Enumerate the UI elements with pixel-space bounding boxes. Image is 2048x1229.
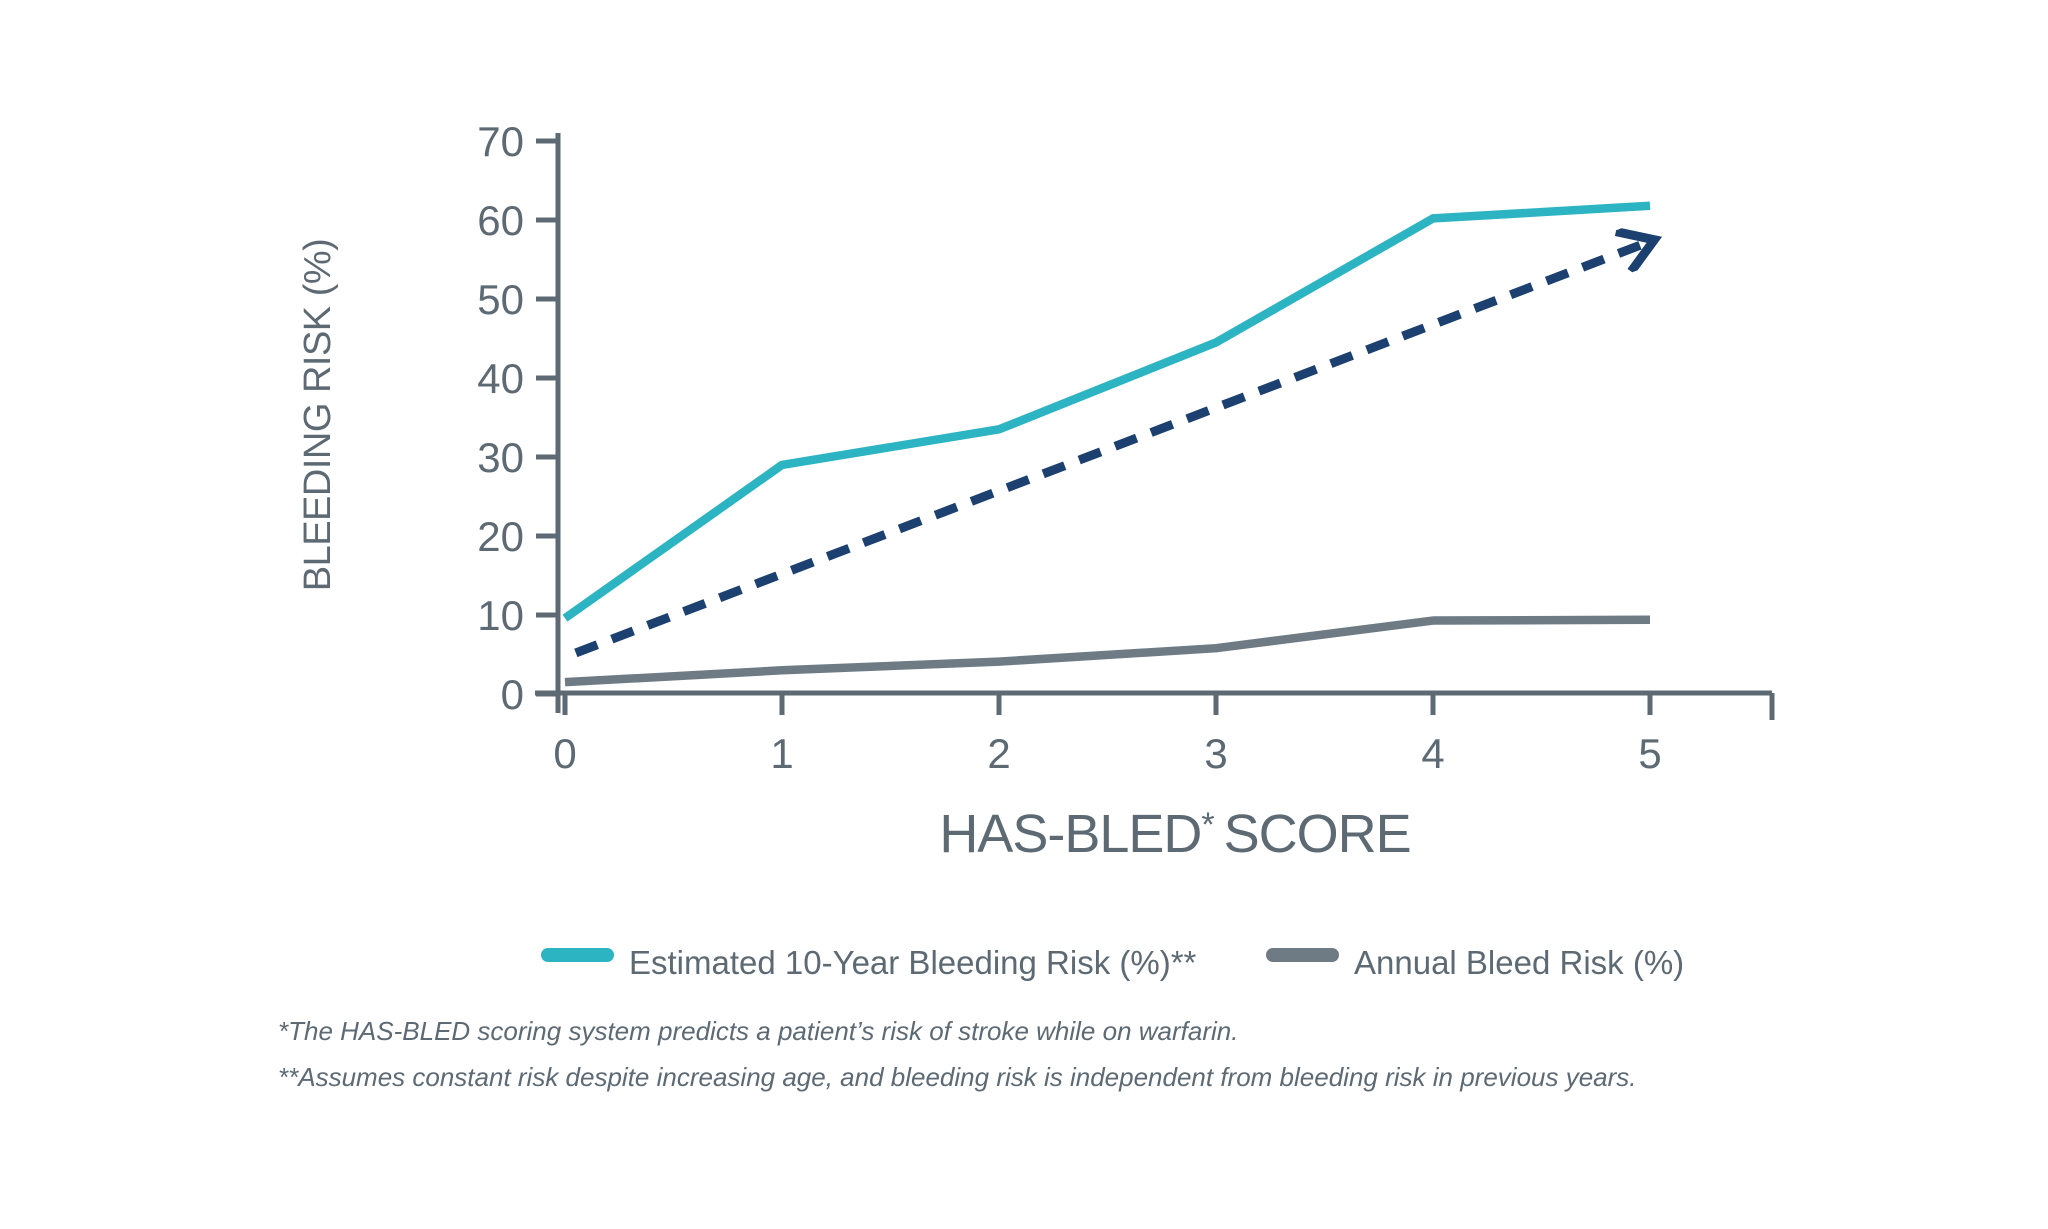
x-tick-label: 4 xyxy=(1421,730,1444,777)
series-lines xyxy=(562,201,1651,687)
y-axis-ticks: 0 10 20 30 40 50 60 70 xyxy=(477,118,558,718)
y-tick-label: 30 xyxy=(477,434,524,481)
trend-arrow xyxy=(574,240,1654,658)
y-tick-label: 50 xyxy=(477,276,524,323)
x-tick-label: 1 xyxy=(770,730,793,777)
legend-label-10yr: Estimated 10-Year Bleeding Risk (%)** xyxy=(629,944,1197,981)
series-line-annual-bleed-risk xyxy=(564,615,1651,687)
x-axis-ticks: 0 1 2 3 4 5 xyxy=(553,693,1662,777)
y-tick-label: 60 xyxy=(477,197,524,244)
legend-swatch-10yr xyxy=(541,948,614,962)
x-tick-label: 3 xyxy=(1204,730,1227,777)
x-tick-label: 0 xyxy=(553,730,576,777)
legend-swatch-annual xyxy=(1266,948,1339,962)
x-tick-label: 2 xyxy=(987,730,1010,777)
series-line-10yr-bleeding-risk xyxy=(562,201,1651,622)
y-tick-label: 20 xyxy=(477,513,524,560)
y-tick-label: 40 xyxy=(477,355,524,402)
axes: 0 10 20 30 40 50 60 70 0 1 2 3 4 5 xyxy=(477,118,1775,777)
legend: Estimated 10-Year Bleeding Risk (%)** An… xyxy=(541,944,1684,981)
footnote-1: *The HAS-BLED scoring system predicts a … xyxy=(278,1016,1238,1046)
trend-arrow-line xyxy=(574,240,1654,658)
x-axis-title-superscript: * xyxy=(1201,806,1214,844)
footnotes: *The HAS-BLED scoring system predicts a … xyxy=(278,1016,1637,1092)
y-tick-label: 10 xyxy=(477,592,524,639)
x-axis-title-main: HAS-BLED xyxy=(939,804,1201,864)
footnote-2: **Assumes constant risk despite increasi… xyxy=(278,1062,1637,1092)
y-tick-label: 70 xyxy=(477,118,524,165)
y-axis-title: BLEEDING RISK (%) xyxy=(297,239,339,592)
x-axis-title-rest: SCORE xyxy=(1224,804,1411,864)
legend-label-annual: Annual Bleed Risk (%) xyxy=(1354,944,1684,981)
x-axis-title: HAS-BLED* SCORE xyxy=(939,804,1410,864)
x-tick-label: 5 xyxy=(1638,730,1661,777)
y-tick-label: 0 xyxy=(501,671,524,718)
